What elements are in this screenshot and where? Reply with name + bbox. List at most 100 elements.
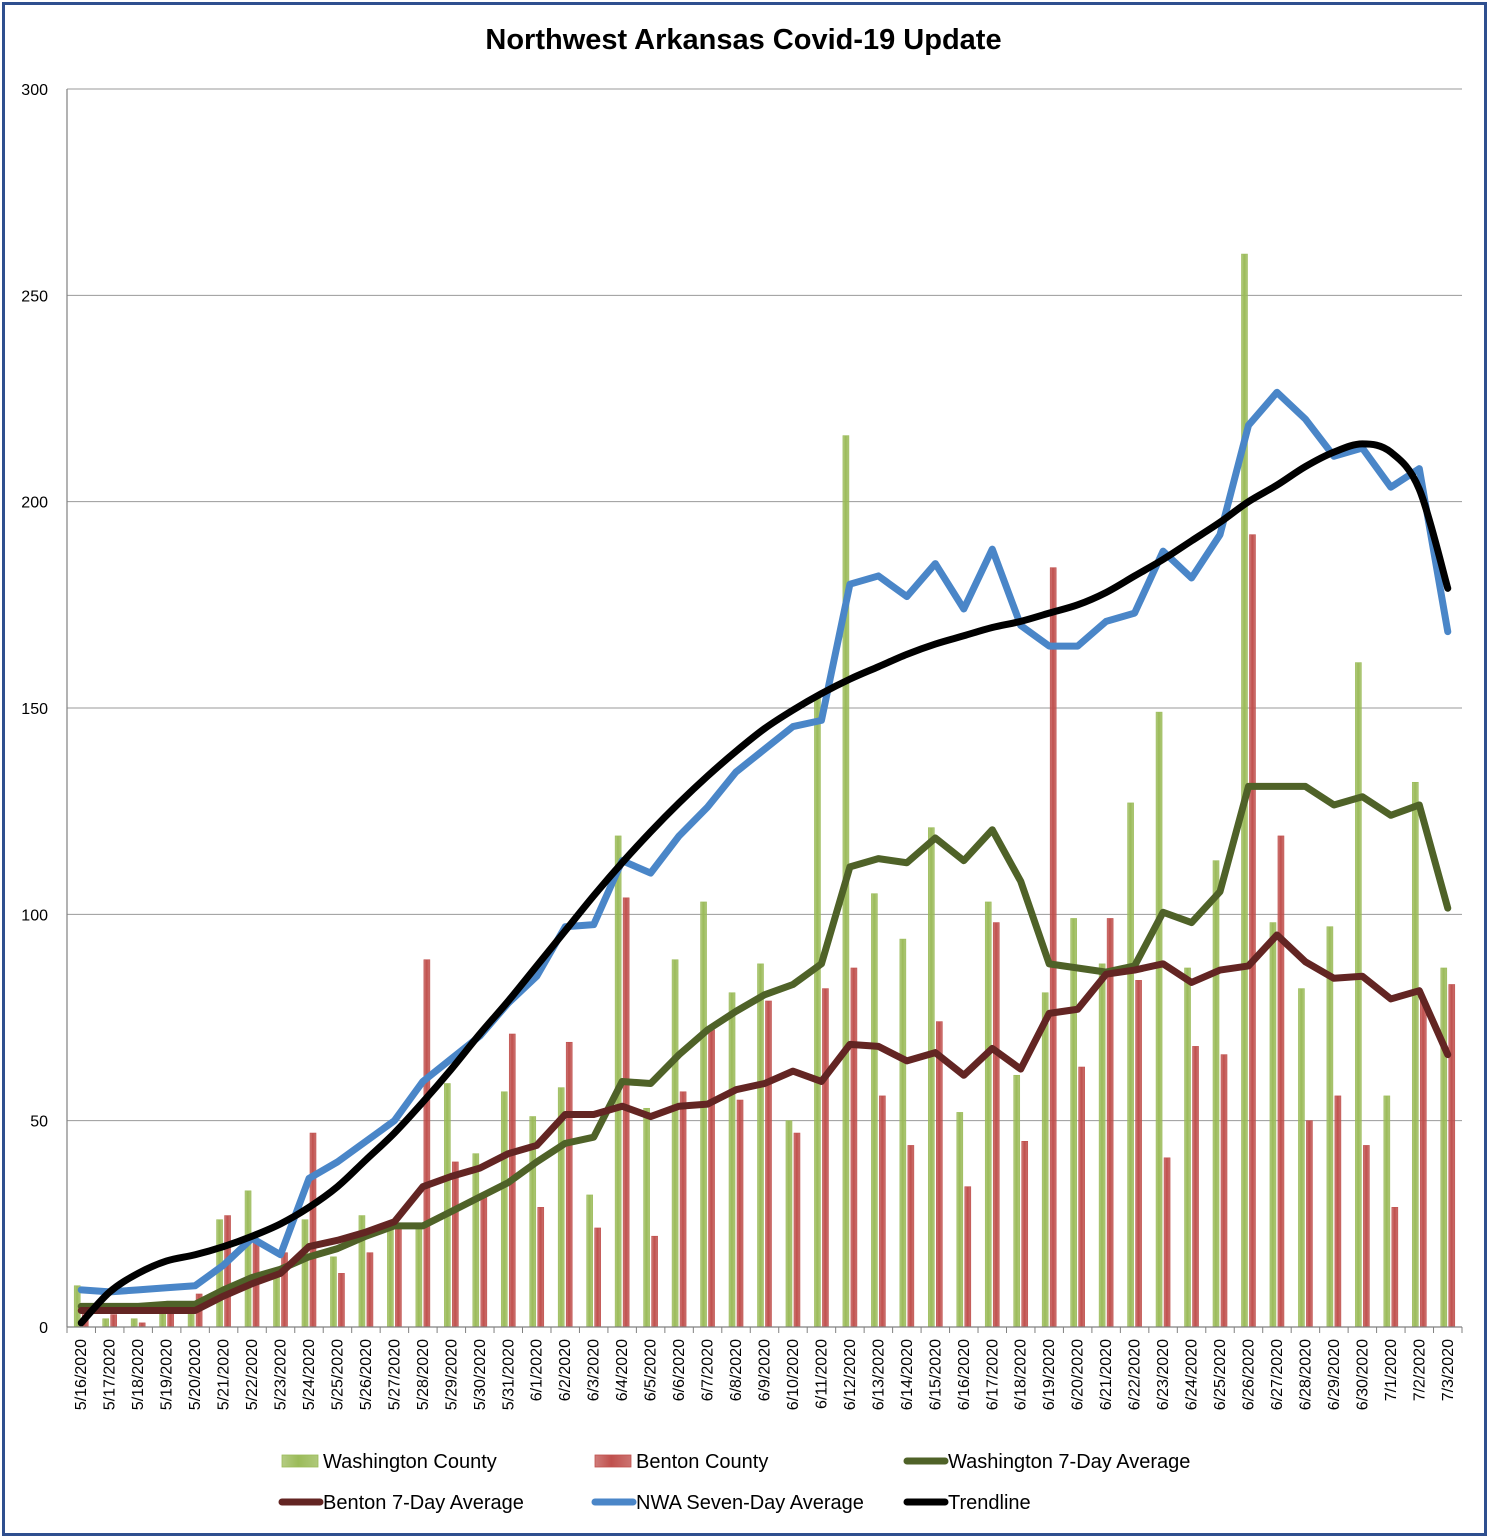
x-tick-label: 7/3/2020 xyxy=(1440,1339,1457,1401)
bar xyxy=(594,1227,601,1328)
bar xyxy=(850,967,858,1328)
bar xyxy=(928,827,935,1328)
y-tick-label: 200 xyxy=(21,495,48,512)
bar xyxy=(936,1021,943,1328)
x-tick-label: 6/26/2020 xyxy=(1240,1339,1257,1410)
x-tick-label: 5/29/2020 xyxy=(443,1339,460,1410)
bar xyxy=(757,963,764,1328)
legend-label: Benton County xyxy=(636,1451,768,1473)
x-tick-label: 6/25/2020 xyxy=(1212,1339,1229,1410)
bar xyxy=(444,1083,451,1328)
x-tick-label: 5/18/2020 xyxy=(130,1339,147,1410)
bar xyxy=(1070,918,1077,1328)
bar xyxy=(537,1207,545,1328)
bar xyxy=(728,992,736,1328)
series-line xyxy=(77,782,1452,1310)
x-tick-label: 5/25/2020 xyxy=(329,1339,346,1410)
bar xyxy=(338,1273,345,1328)
bar xyxy=(651,1235,658,1328)
legend-label: Washington 7-Day Average xyxy=(948,1451,1190,1473)
legend-swatch xyxy=(594,1454,632,1468)
x-tick-label: 5/16/2020 xyxy=(73,1339,90,1410)
y-tick-label: 100 xyxy=(21,907,48,924)
x-tick-label: 6/21/2020 xyxy=(1098,1339,1115,1410)
x-tick-label: 6/12/2020 xyxy=(842,1339,859,1410)
bar xyxy=(1078,1066,1085,1328)
bar xyxy=(1269,922,1277,1328)
bar xyxy=(1298,988,1305,1328)
bar xyxy=(1212,860,1220,1328)
x-tick-label: 6/8/2020 xyxy=(728,1339,745,1401)
bar xyxy=(708,1029,715,1328)
series-line xyxy=(77,931,1452,1314)
bar xyxy=(1419,1000,1427,1328)
x-tick-label: 6/29/2020 xyxy=(1326,1339,1343,1410)
bar xyxy=(423,959,431,1328)
bar xyxy=(871,893,878,1328)
series-line xyxy=(77,440,1452,1327)
bar xyxy=(679,1091,687,1328)
bar xyxy=(480,1194,488,1328)
y-tick-label: 50 xyxy=(30,1114,48,1131)
x-tick-label: 6/3/2020 xyxy=(586,1339,603,1401)
bar xyxy=(671,959,679,1328)
bar xyxy=(736,1099,744,1328)
line-layer xyxy=(77,388,1452,1327)
bar xyxy=(1448,984,1456,1328)
x-tick-label: 6/20/2020 xyxy=(1070,1339,1087,1410)
bar xyxy=(330,1256,337,1328)
grid-layer xyxy=(67,88,1462,1328)
x-tick-label: 5/24/2020 xyxy=(301,1339,318,1410)
x-tick-label: 5/19/2020 xyxy=(159,1339,176,1410)
bar xyxy=(814,695,821,1328)
x-tick-label: 6/17/2020 xyxy=(984,1339,1001,1410)
x-tick-label: 6/22/2020 xyxy=(1127,1339,1144,1410)
bar xyxy=(1355,662,1362,1328)
series-line xyxy=(77,388,1452,1296)
bar xyxy=(1440,967,1448,1328)
x-tick-label: 5/31/2020 xyxy=(500,1339,517,1410)
x-tick-label: 6/5/2020 xyxy=(643,1339,660,1401)
x-tick-label: 5/27/2020 xyxy=(386,1339,403,1410)
x-tick-label: 6/6/2020 xyxy=(671,1339,688,1401)
bar xyxy=(1184,967,1191,1328)
bar xyxy=(1249,534,1256,1328)
x-tick-label: 7/1/2020 xyxy=(1383,1339,1400,1401)
x-tick-label: 6/9/2020 xyxy=(757,1339,774,1401)
bar xyxy=(1277,835,1285,1328)
bar xyxy=(110,1314,118,1328)
bar xyxy=(1363,1145,1370,1328)
bar xyxy=(1220,1054,1228,1328)
bar xyxy=(1098,963,1106,1328)
x-tick-label: 6/23/2020 xyxy=(1155,1339,1172,1410)
bar xyxy=(224,1215,231,1328)
legend-label: Trendline xyxy=(948,1492,1031,1514)
x-tick-label: 5/22/2020 xyxy=(244,1339,261,1410)
bar xyxy=(366,1252,374,1328)
bar xyxy=(565,1041,573,1328)
x-tick-label: 6/27/2020 xyxy=(1269,1339,1286,1410)
bar xyxy=(992,922,1000,1328)
x-tick-label: 6/14/2020 xyxy=(899,1339,916,1410)
x-tick-label: 6/28/2020 xyxy=(1297,1339,1314,1410)
bar xyxy=(984,901,992,1328)
x-tick-label: 6/7/2020 xyxy=(700,1339,717,1401)
x-tick-label: 6/1/2020 xyxy=(529,1339,546,1401)
legend-label: Washington County xyxy=(323,1451,497,1473)
bar xyxy=(1021,1141,1029,1328)
bar xyxy=(956,1112,964,1328)
x-tick-label: 6/30/2020 xyxy=(1354,1339,1371,1410)
y-tick-label: 300 xyxy=(21,82,48,99)
bar xyxy=(1155,711,1163,1328)
legend: Washington County Benton County Washington… xyxy=(278,1451,1190,1514)
x-tick-label: 6/18/2020 xyxy=(1013,1339,1030,1410)
bar xyxy=(301,1219,309,1328)
x-tick-label: 6/24/2020 xyxy=(1184,1339,1201,1410)
bar xyxy=(1127,802,1134,1328)
x-tick-label: 6/19/2020 xyxy=(1041,1339,1058,1410)
x-tick-label: 6/11/2020 xyxy=(813,1339,830,1409)
bar xyxy=(586,1194,593,1328)
bar xyxy=(1192,1046,1199,1328)
bar xyxy=(273,1273,280,1328)
